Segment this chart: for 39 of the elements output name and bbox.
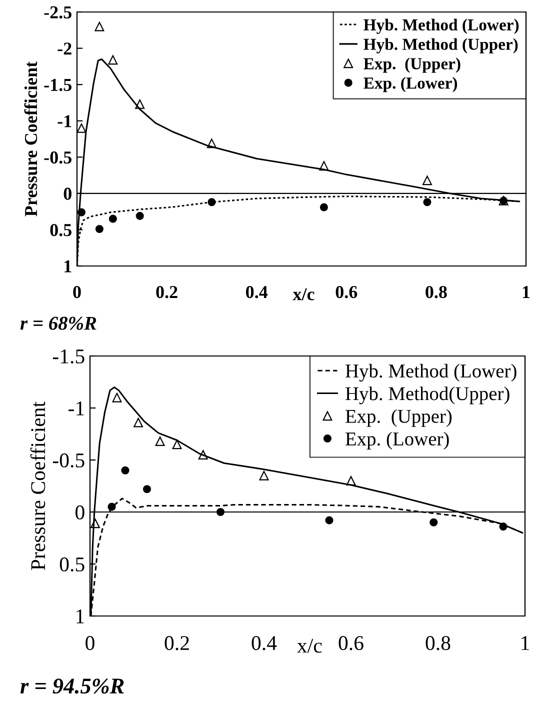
- legend-label: Exp. (Upper): [346, 409, 452, 427]
- x-tick-label: 0.4: [252, 636, 277, 650]
- y-tick-label: 0.5: [50, 224, 72, 236]
- y-tick-label: 0.5: [60, 557, 84, 572]
- x-tick-label: 0.8: [426, 636, 450, 650]
- y-tick-label: 1: [76, 609, 84, 624]
- x-tick-label: 0.8: [426, 286, 447, 298]
- x-tick-label: 0.6: [338, 636, 364, 650]
- x-tick-label: 0.2: [164, 636, 189, 650]
- legend-label: Exp. (Upper): [364, 58, 460, 73]
- y-axis-title: Pressure Coefficient: [30, 402, 46, 570]
- y-tick-label: -0.5: [44, 151, 72, 164]
- legend-label: Hyb. Method (Lower): [364, 18, 519, 34]
- y-tick-label: -1: [68, 401, 84, 416]
- text: r = 68%R: [20, 316, 96, 330]
- legend-label: Hyb. Method(Upper): [346, 386, 510, 404]
- legend-label: Hyb. Method (Upper): [364, 38, 518, 54]
- text: r = 94.5%R: [20, 678, 124, 694]
- x-tick-label: 0.2: [156, 286, 178, 298]
- y-tick-label: 0: [76, 505, 84, 520]
- x-tick-label: 1: [522, 286, 530, 298]
- legend-label: Hyb. Method (Lower): [346, 364, 516, 382]
- y-axis-title: Pressure Coefficient: [24, 61, 38, 216]
- y-tick-label: -1: [58, 115, 72, 128]
- y-tick-label: 0: [64, 188, 72, 200]
- x-axis-title: x/c: [297, 638, 322, 653]
- legend-label: Exp. (Lower): [364, 77, 458, 92]
- y-tick-label: -2.5: [44, 6, 72, 19]
- x-axis-title: x/c: [292, 288, 314, 300]
- y-tick-label: -1.5: [44, 78, 72, 92]
- y-tick-label: 1: [64, 260, 72, 272]
- x-tick-label: 1: [522, 636, 529, 650]
- x-tick-label: 0.6: [336, 286, 358, 298]
- y-tick-label: -1.5: [52, 349, 84, 364]
- x-tick-label: 0: [86, 636, 94, 650]
- y-tick-label: -2: [58, 42, 72, 55]
- x-tick-label: 0.4: [246, 286, 268, 298]
- y-tick-label: -0.5: [52, 453, 84, 468]
- legend-label: Exp. (Lower): [346, 432, 449, 450]
